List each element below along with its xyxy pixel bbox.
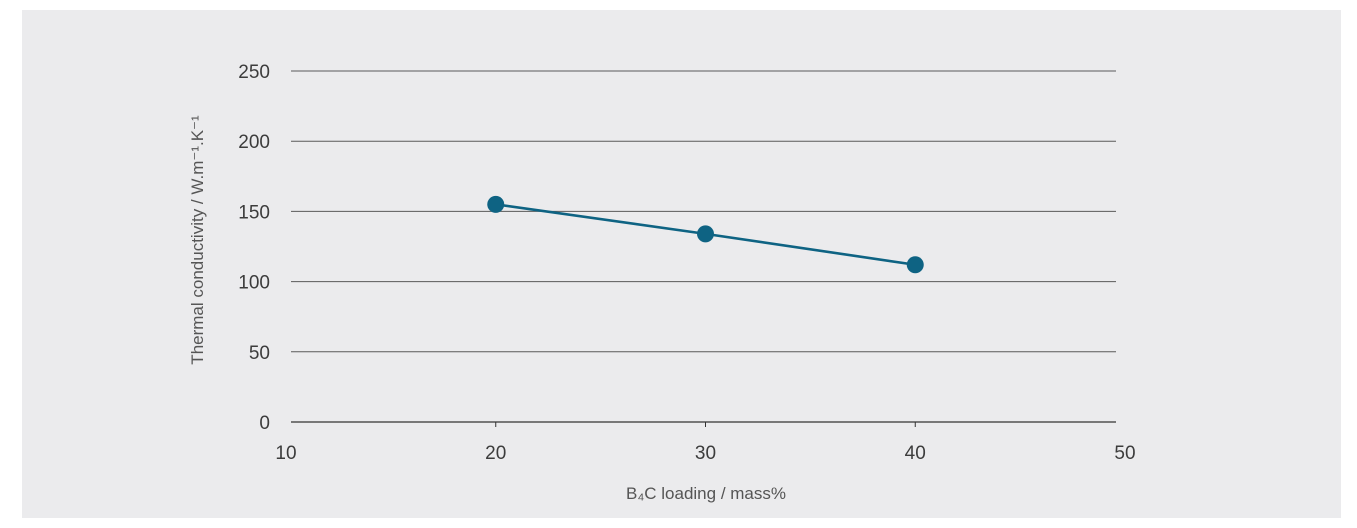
y-axis-title: Thermal conductivity / W.m⁻¹.K⁻¹: [188, 115, 207, 365]
y-tick-label: 200: [238, 132, 270, 153]
y-tick-label: 50: [249, 343, 270, 364]
data-point: [487, 195, 505, 213]
y-tick-labels: 0 50 100 150 200 250: [238, 62, 270, 434]
data-point: [697, 225, 714, 243]
chart-panel: [22, 10, 1341, 518]
x-tick-label: 50: [1114, 443, 1135, 464]
x-axis-title: B₄C loading / mass%: [626, 484, 786, 503]
gridlines: [291, 70, 1116, 427]
data-point: [906, 256, 924, 274]
y-tick-label: 150: [238, 202, 270, 223]
y-tick-label: 100: [238, 273, 270, 294]
x-tick-label: 10: [275, 443, 296, 464]
x-tick-label: 30: [695, 443, 716, 464]
series-layer: [487, 195, 924, 274]
x-tick-label: 20: [485, 443, 506, 464]
y-tick-label: 250: [238, 62, 270, 83]
y-tick-label: 0: [259, 413, 270, 434]
x-tick-labels: 10 20 30 40 50: [275, 443, 1135, 464]
x-tick-label: 40: [905, 443, 926, 464]
